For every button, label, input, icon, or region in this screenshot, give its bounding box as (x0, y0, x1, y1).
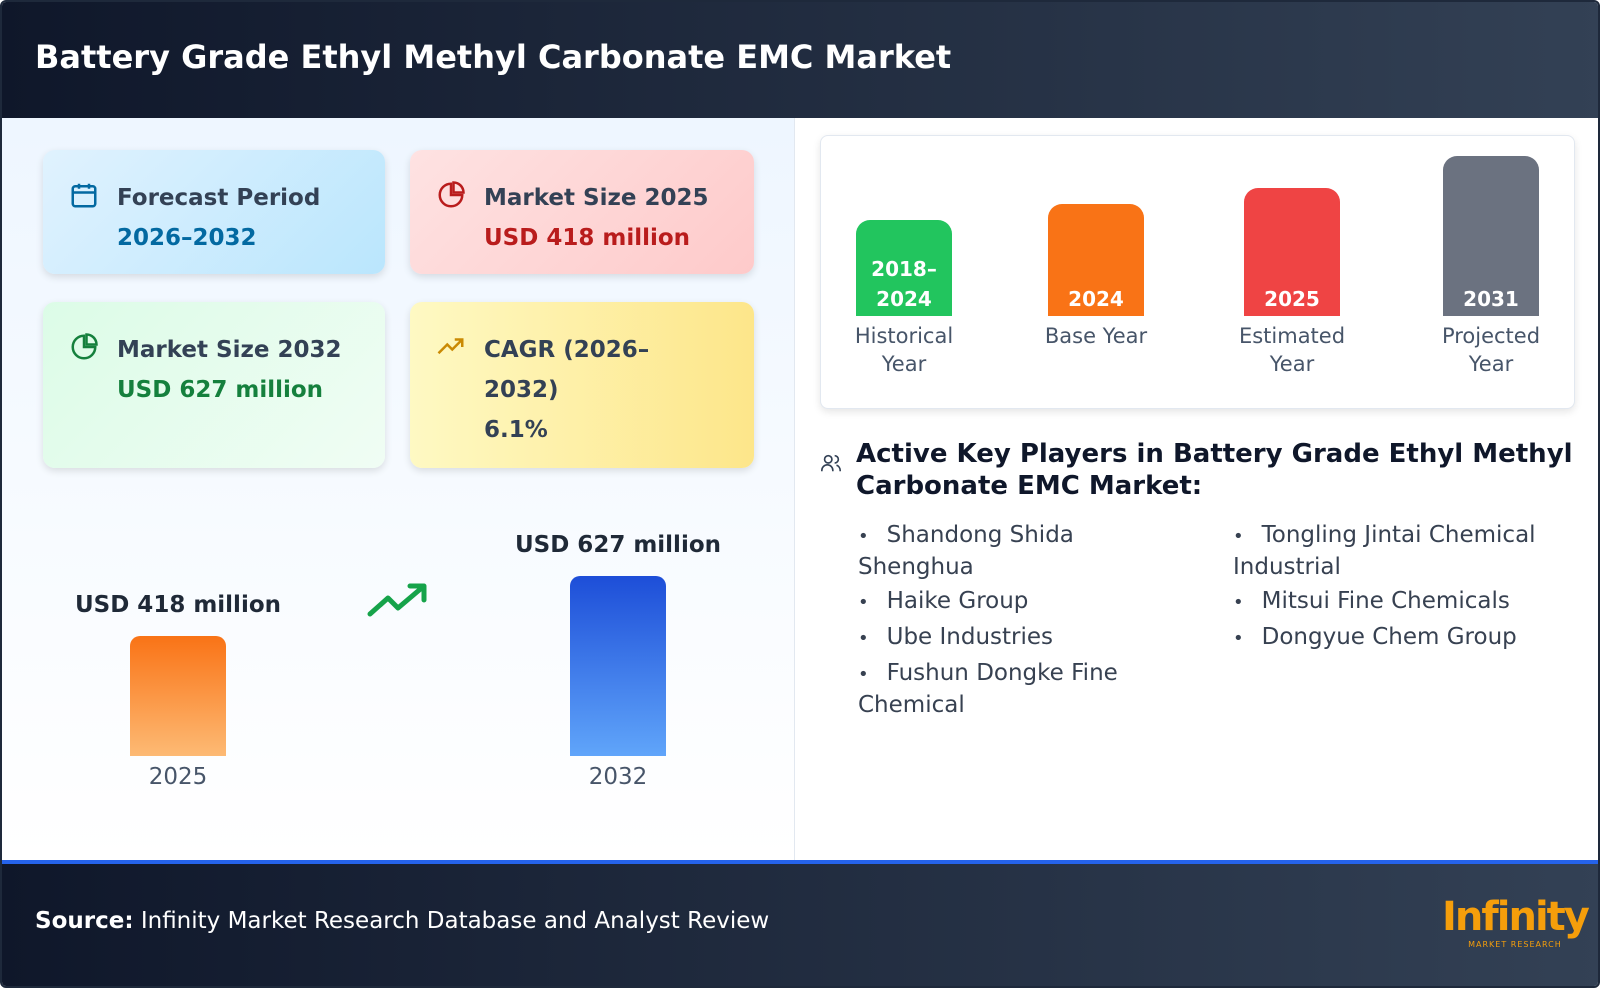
comparison: USD 418 million 2025 USD 627 million 2032 (2, 498, 795, 798)
player: Ube Industries (858, 622, 1188, 654)
card-label: CAGR (2026–2032) (484, 337, 650, 403)
category-label: 2025 (148, 764, 208, 790)
card-label: Market Size 2032 (117, 337, 342, 363)
people-icon (821, 454, 841, 472)
card-value: USD 627 million (117, 377, 324, 403)
card: Forecast Period 2026–2032 (43, 150, 385, 274)
timeline-year: 2018–2024 (871, 257, 937, 311)
timeline-bar: 2018–2024 (856, 220, 952, 316)
player: Dongyue Chem Group (1233, 622, 1583, 654)
card-value: 2026–2032 (117, 225, 257, 251)
players-title: Active Key Players in Battery Grade Ethy… (856, 439, 1573, 501)
player: Shandong Shida Shenghua (858, 520, 1188, 582)
players-list: Tongling Jintai Chemical Industrial Mits… (1233, 520, 1583, 658)
player: Haike Group (858, 586, 1188, 618)
timeline-label: Base Year (1044, 324, 1148, 348)
value-label: USD 418 million (74, 592, 282, 618)
trend-arrow (367, 583, 427, 617)
card: Market Size 2032 USD 627 million (43, 302, 385, 468)
timeline-bar: 2024 (1048, 204, 1144, 316)
header: Battery Grade Ethyl Methyl Carbonate EMC… (2, 2, 1598, 118)
source: Infinity Market Research Database and An… (140, 908, 770, 934)
timeline-label: Historical Year (854, 324, 954, 376)
timeline-year: 2024 (1068, 287, 1124, 311)
players-list: Shandong Shida Shenghua Haike Group Ube … (858, 520, 1188, 724)
card-label: Market Size 2025 (484, 185, 709, 211)
card-value: USD 418 million (484, 225, 691, 251)
card-label: Forecast Period (117, 185, 321, 211)
timeline-card: 2018–2024 Historical Year 2024 Base Year 202… (820, 135, 1575, 409)
timeline-bar: 2031 (1443, 156, 1539, 316)
player: Fushun Dongke Fine Chemical (858, 658, 1188, 720)
category-label: 2032 (588, 764, 648, 790)
left-panel: Forecast Period 2026–2032 Market Size 20… (2, 118, 795, 860)
timeline-bar: 2025 (1244, 188, 1340, 316)
card: Market Size 2025 USD 418 million (410, 150, 754, 274)
timeline-label: Projected Year (1441, 324, 1541, 376)
timeline-year: 2025 (1264, 287, 1320, 311)
logo-text: Infinity (1442, 894, 1590, 940)
timeline-year: 2031 (1463, 287, 1519, 311)
logo-sub: MARKET RESEARCH (1468, 940, 1562, 949)
player: Tongling Jintai Chemical Industrial (1233, 520, 1583, 582)
bar (570, 576, 666, 756)
card: CAGR (2026–2032) 6.1% (410, 302, 754, 468)
player: Mitsui Fine Chemicals (1233, 586, 1583, 618)
title: Battery Grade Ethyl Methyl Carbonate EMC… (35, 38, 952, 76)
card-value: 6.1% (484, 417, 548, 443)
value-label: USD 627 million (514, 532, 722, 558)
timeline-label: Estimated Year (1238, 324, 1346, 376)
bar (130, 636, 226, 756)
footer: Source: Infinity Market Research Databas… (2, 860, 1598, 986)
logo: Infinity MARKET RESEARCH (1442, 894, 1590, 949)
source-label: Source: (35, 908, 134, 934)
